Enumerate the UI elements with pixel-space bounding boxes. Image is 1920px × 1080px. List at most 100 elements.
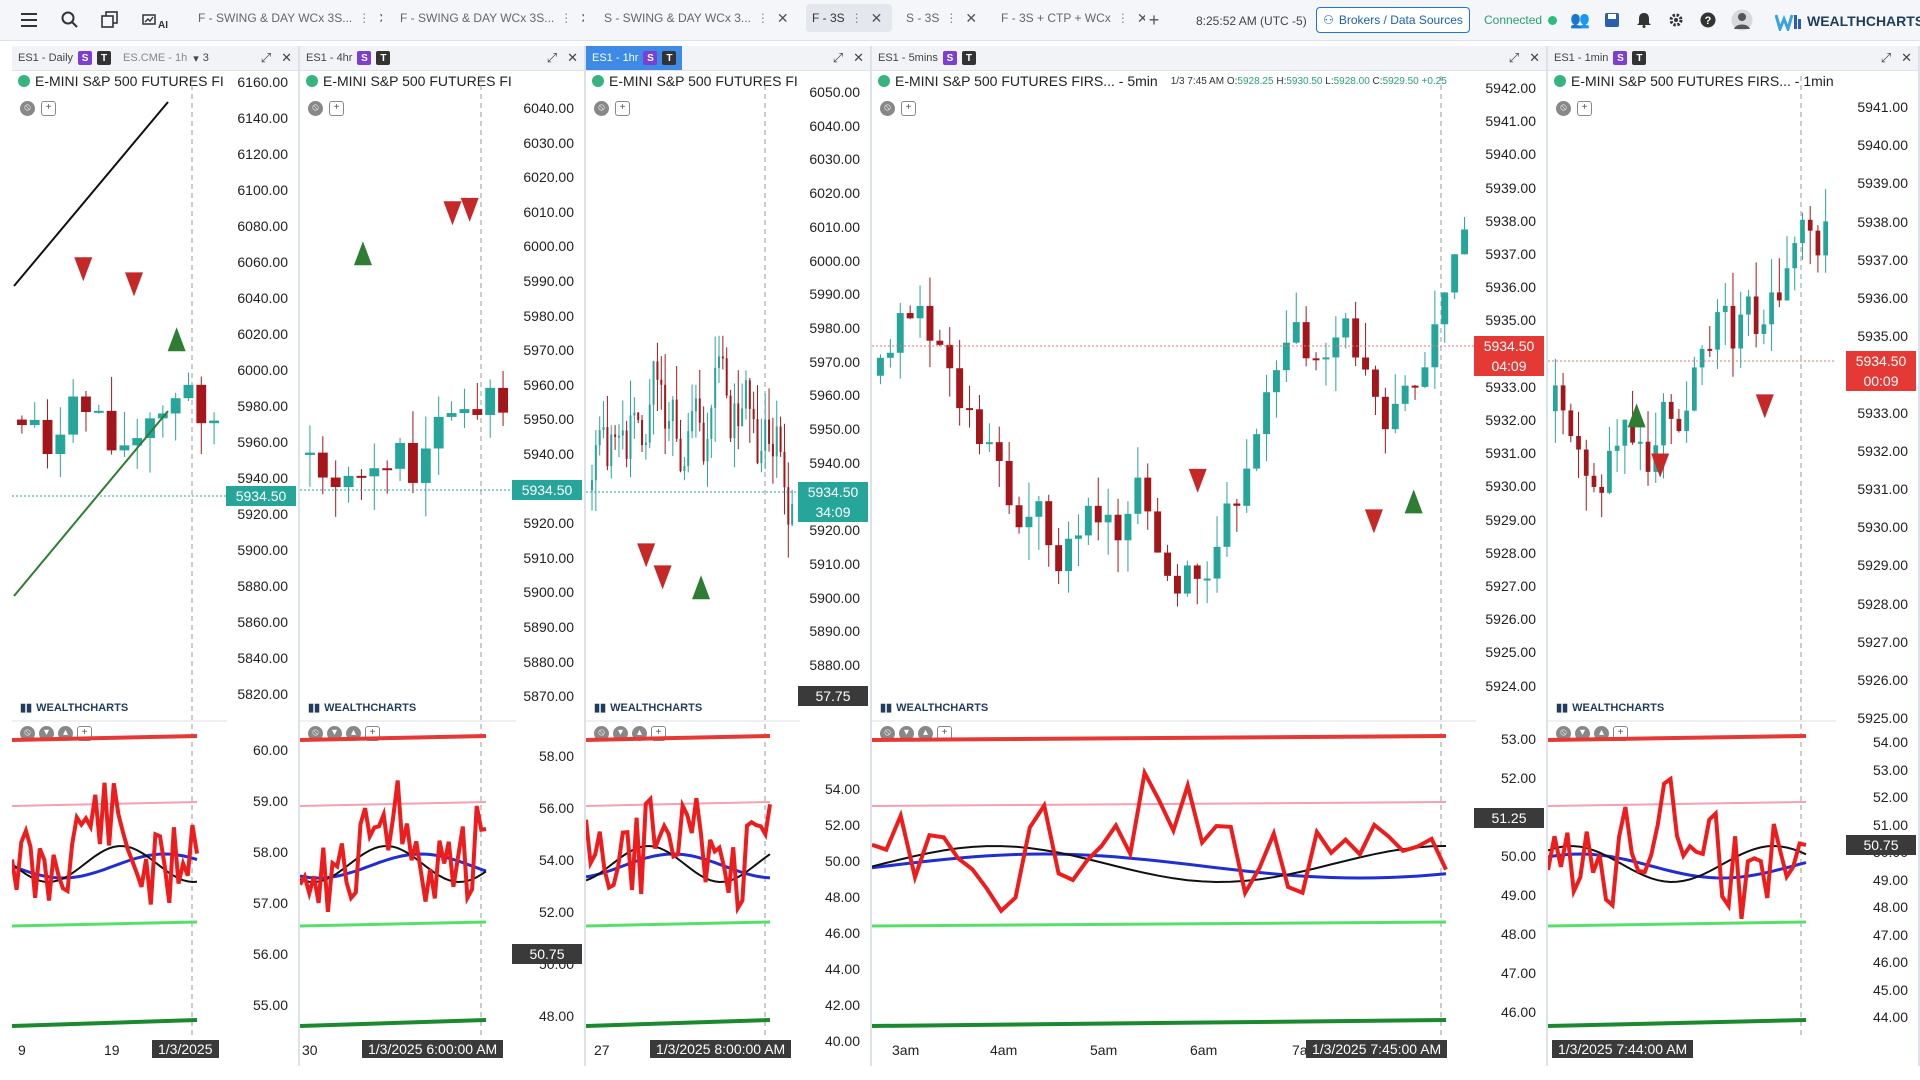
more-icon[interactable]: ⋮ <box>850 11 863 25</box>
close-icon[interactable]: ✕ <box>580 10 584 27</box>
price-axis[interactable]: 6160.00 6140.00 6120.00 6100.00 6080.00 6060.… <box>218 46 298 746</box>
add-icon[interactable]: + <box>77 726 92 741</box>
move-down-icon[interactable]: ▾ <box>1575 726 1590 741</box>
tab-2[interactable]: F - SWING & DAY WCx 3S... ⋮ ✕ <box>394 4 584 32</box>
expand-icon[interactable]: ⤢ <box>1508 50 1520 65</box>
tab-count[interactable]: 3 <box>202 52 209 64</box>
watermark-logo: ▮▮ WEALTHCHARTS <box>308 701 416 715</box>
time-axis[interactable]: 3am 4am 5am 6am 7a 1/3/2025 7:45:00 AM <box>872 1040 1546 1060</box>
brokers-button[interactable]: ⚇ Brokers / Data Sources <box>1316 7 1470 33</box>
notifications-icon[interactable] <box>1632 8 1656 32</box>
chart-panel-3[interactable]: ES1 - 1hr S T ⤢ ✕ E-MINI S&P 500 FUTURES FI ⦸ +… <box>586 46 872 1066</box>
trade-badge[interactable]: T <box>662 51 677 65</box>
more-icon[interactable]: ⋮ <box>756 11 769 25</box>
avatar[interactable] <box>1730 8 1754 32</box>
price-chart-canvas[interactable] <box>872 46 1476 1036</box>
time-axis[interactable]: 1/3/2025 7:44:00 AM <box>1548 1040 1918 1060</box>
price-chart-canvas[interactable] <box>300 46 516 1036</box>
candle-body <box>621 430 624 436</box>
close-icon[interactable]: ✕ <box>853 50 864 65</box>
trade-badge[interactable]: T <box>1632 51 1647 65</box>
trade-badge[interactable]: T <box>376 51 391 65</box>
symbol-tab-secondary[interactable]: ES.CME - 1h <box>117 46 193 70</box>
close-icon[interactable]: ✕ <box>1136 9 1145 26</box>
more-icon[interactable]: ⋮ <box>358 11 371 25</box>
close-icon[interactable]: ✕ <box>1529 50 1540 65</box>
time-axis[interactable]: 9 19 1/3/2025 <box>12 1040 298 1060</box>
indicator-axis[interactable]: 58.00 56.00 54.00 52.00 50.00 48.00 <box>504 46 584 1036</box>
strategy-badge[interactable]: S <box>1613 51 1628 65</box>
close-icon[interactable]: ✕ <box>965 9 978 26</box>
add-icon[interactable]: + <box>901 101 916 116</box>
time-axis[interactable]: 30 1/3/2025 6:00:00 AM <box>300 1040 584 1060</box>
price-axis[interactable]: 5941.00 5940.00 5939.00 5938.00 5937.00 5936.… <box>1838 46 1918 746</box>
strategy-badge[interactable]: S <box>942 51 957 65</box>
layouts-icon[interactable] <box>98 8 122 32</box>
close-icon[interactable]: ✕ <box>281 50 292 65</box>
candle-body <box>641 420 644 446</box>
chart-panel-1[interactable]: ES1 - Daily S T ES.CME - 1h ▾ 3 ⤢ ✕ E-MINI S&P 5… <box>12 46 300 1066</box>
add-icon[interactable]: + <box>41 101 56 116</box>
time-axis[interactable]: 27 1/3/2025 8:00:00 AM <box>586 1040 870 1060</box>
indicator-axis[interactable]: 60.00 59.00 58.00 57.00 56.00 55.00 <box>218 46 298 1036</box>
ai-assistant-icon[interactable]: AI <box>140 8 170 32</box>
help-icon[interactable]: ? <box>1696 8 1720 32</box>
tab-3[interactable]: S - SWING & DAY WCx 3... ⋮ ✕ <box>598 4 788 32</box>
search-icon[interactable] <box>58 8 82 32</box>
menu-icon[interactable] <box>18 8 42 32</box>
strategy-badge[interactable]: S <box>643 51 658 65</box>
chart-panel-5[interactable]: ES1 - 1min S T ⤢ ✕ E-MINI S&P 500 FUTURES FIR… <box>1548 46 1920 1066</box>
hide-icon[interactable]: ⦸ <box>880 726 895 741</box>
price-chart-canvas[interactable] <box>12 46 227 1036</box>
close-icon[interactable]: ✕ <box>567 50 578 65</box>
hide-icon[interactable]: ⦸ <box>308 101 323 116</box>
close-icon[interactable]: ✕ <box>870 9 883 26</box>
symbol-tab[interactable]: ES1 - 4hr S T <box>300 46 396 70</box>
sell-signal-icon <box>125 272 144 297</box>
add-icon[interactable]: + <box>365 726 380 741</box>
price-chart-canvas[interactable] <box>586 46 800 1036</box>
indicator-tick-label: 52.00 <box>824 817 860 833</box>
tab-6[interactable]: F - 3S + CTP + WCx ⋮ ✕ <box>995 4 1145 32</box>
more-icon[interactable]: ⋮ <box>560 11 573 25</box>
settings-icon[interactable] <box>1664 8 1688 32</box>
dropdown-icon[interactable]: ▾ <box>193 52 199 65</box>
close-icon[interactable]: ✕ <box>776 9 788 26</box>
symbol-tab[interactable]: ES1 - 1min S T <box>1548 46 1652 70</box>
save-icon[interactable] <box>1600 8 1624 32</box>
add-icon[interactable]: + <box>329 101 344 116</box>
chart-panel-2[interactable]: ES1 - 4hr S T ⤢ ✕ E-MINI S&P 500 FUTURES FI ⦸ +… <box>300 46 586 1066</box>
chart-panel-4[interactable]: ES1 - 5mins S T ⤢ ✕ E-MINI S&P 500 FUTURES FI… <box>872 46 1548 1066</box>
more-icon[interactable]: ⋮ <box>945 11 958 25</box>
expand-icon[interactable]: ⤢ <box>260 50 272 65</box>
trade-badge[interactable]: T <box>961 51 976 65</box>
tab-4[interactable]: F - 3S ⋮ ✕ <box>806 4 892 32</box>
trade-badge[interactable]: T <box>97 51 112 65</box>
add-tab-icon[interactable]: + <box>1148 9 1160 30</box>
close-icon[interactable]: ✕ <box>378 10 382 27</box>
tab-5[interactable]: S - 3S ⋮ ✕ <box>900 4 980 32</box>
symbol-tab[interactable]: ES1 - Daily S T <box>12 46 117 70</box>
hide-icon[interactable]: ⦸ <box>20 101 35 116</box>
symbol-tab[interactable]: ES1 - 1hr S T <box>586 46 683 70</box>
price-chart-canvas[interactable] <box>1548 46 1836 1036</box>
expand-icon[interactable]: ⤢ <box>1880 50 1892 65</box>
indicator-axis[interactable]: 54.00 52.00 50.00 48.00 46.00 44.00 42.00 40.00 <box>790 46 870 1049</box>
indicator-axis[interactable]: 54.0053.0052.0051.0050.0049.0048.0047.00… <box>1838 46 1918 1036</box>
hide-icon[interactable]: ⦸ <box>1556 101 1571 116</box>
users-icon[interactable]: 👥 <box>1570 12 1590 29</box>
add-icon[interactable]: + <box>651 726 666 741</box>
strategy-badge[interactable]: S <box>78 51 93 65</box>
add-icon[interactable]: + <box>1577 101 1592 116</box>
symbol-tab[interactable]: ES1 - 5mins S T <box>872 46 982 70</box>
expand-icon[interactable]: ⤢ <box>832 50 844 65</box>
add-icon[interactable]: + <box>615 101 630 116</box>
more-icon[interactable]: ⋮ <box>1116 11 1129 25</box>
tab-1[interactable]: F - SWING & DAY WCx 3S... ⋮ ✕ <box>192 4 382 32</box>
expand-icon[interactable]: ⤢ <box>546 50 558 65</box>
hide-icon[interactable]: ⦸ <box>880 101 895 116</box>
close-icon[interactable]: ✕ <box>1901 50 1912 65</box>
hide-icon[interactable]: ⦸ <box>594 101 609 116</box>
strategy-badge[interactable]: S <box>357 51 372 65</box>
